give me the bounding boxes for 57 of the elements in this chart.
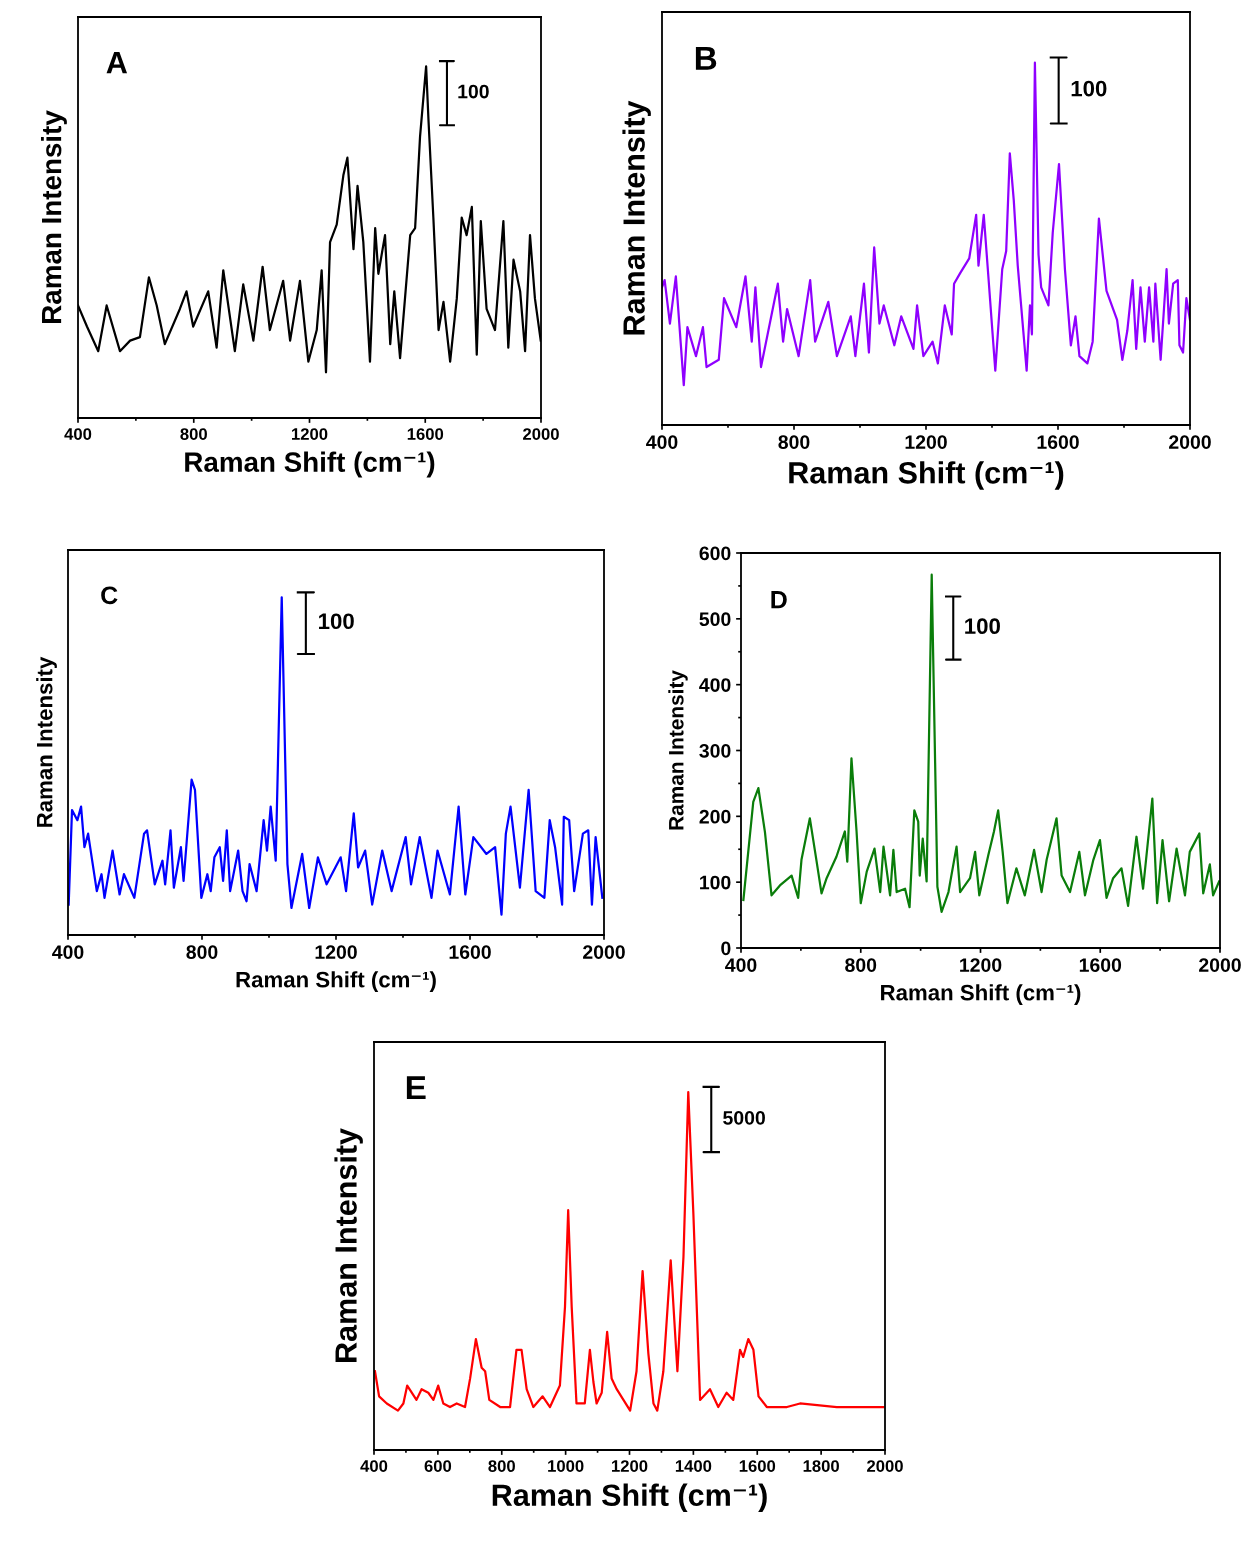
x-tick-label: 800 [488,1460,515,1472]
x-tick-label: 1200 [612,1460,648,1472]
x-tick-label: 400 [360,1460,388,1472]
x-tick-label: 1200 [292,428,328,440]
annotation: E [406,1076,426,1100]
x-tick-label: 1600 [1079,958,1122,972]
annotation: D [771,591,787,609]
x-tick-label: 1200 [905,435,947,449]
x-tick-label: 1600 [1037,435,1079,449]
x-tick-label: 800 [778,435,810,449]
annotation: A [106,52,128,74]
annotation: C [101,586,118,605]
y-axis-title: Raman Intensity [36,656,57,827]
x-tick-label: 1600 [407,428,444,440]
x-tick-label: 400 [646,435,678,449]
x-tick-label: 400 [725,958,757,972]
y-axis-title: Raman Intensity [334,1128,363,1362]
x-tick-label: 800 [180,428,207,440]
x-tick-label: 600 [424,1460,452,1472]
y-tick-label: 500 [699,612,731,627]
annotation: 100 [319,613,354,630]
x-tick-label: 1200 [960,958,1002,972]
annotation: B [695,46,717,70]
y-tick-label: 200 [699,809,731,824]
annotation: 100 [1071,80,1107,97]
x-tick-label: 2000 [523,428,559,440]
annotation: 100 [458,84,489,99]
y-axis-title: Raman Intensity [668,670,688,830]
annotation: 100 [965,618,1000,635]
y-axis-title: Raman Intensity [40,110,67,323]
x-tick-label: 400 [64,428,92,440]
y-axis-title: Raman Intensity [622,100,651,335]
x-tick-label: 800 [186,945,218,959]
y-tick-label: 600 [699,546,731,561]
x-tick-label: 2000 [583,945,625,959]
y-tick-label: 400 [699,678,731,692]
x-axis-title: Raman Shift (cm⁻¹) [881,984,1081,1005]
x-tick-label: 2000 [867,1460,903,1472]
x-axis-title: Raman Shift (cm⁻¹) [789,461,1064,490]
y-tick-label: 300 [699,743,731,758]
x-tick-label: 400 [52,945,84,959]
x-tick-label: 1600 [739,1460,776,1472]
x-tick-label: 800 [845,958,877,972]
x-tick-label: 1800 [803,1460,839,1472]
y-tick-label: 100 [700,875,731,890]
x-tick-label: 1200 [315,945,357,959]
x-tick-label: 1000 [548,1460,584,1472]
x-axis-title: Raman Shift (cm⁻¹) [185,451,435,478]
x-tick-label: 1600 [449,945,491,959]
line-series [742,573,1220,913]
y-tick-label: 0 [721,941,731,956]
annotation: 5000 [723,1110,765,1125]
x-tick-label: 1400 [675,1460,712,1472]
x-axis-title: Raman Shift (cm⁻¹) [236,971,436,992]
x-tick-label: 2000 [1169,435,1211,449]
x-axis-title: Raman Shift (cm⁻¹) [492,1483,767,1513]
x-tick-label: 2000 [1199,958,1241,972]
